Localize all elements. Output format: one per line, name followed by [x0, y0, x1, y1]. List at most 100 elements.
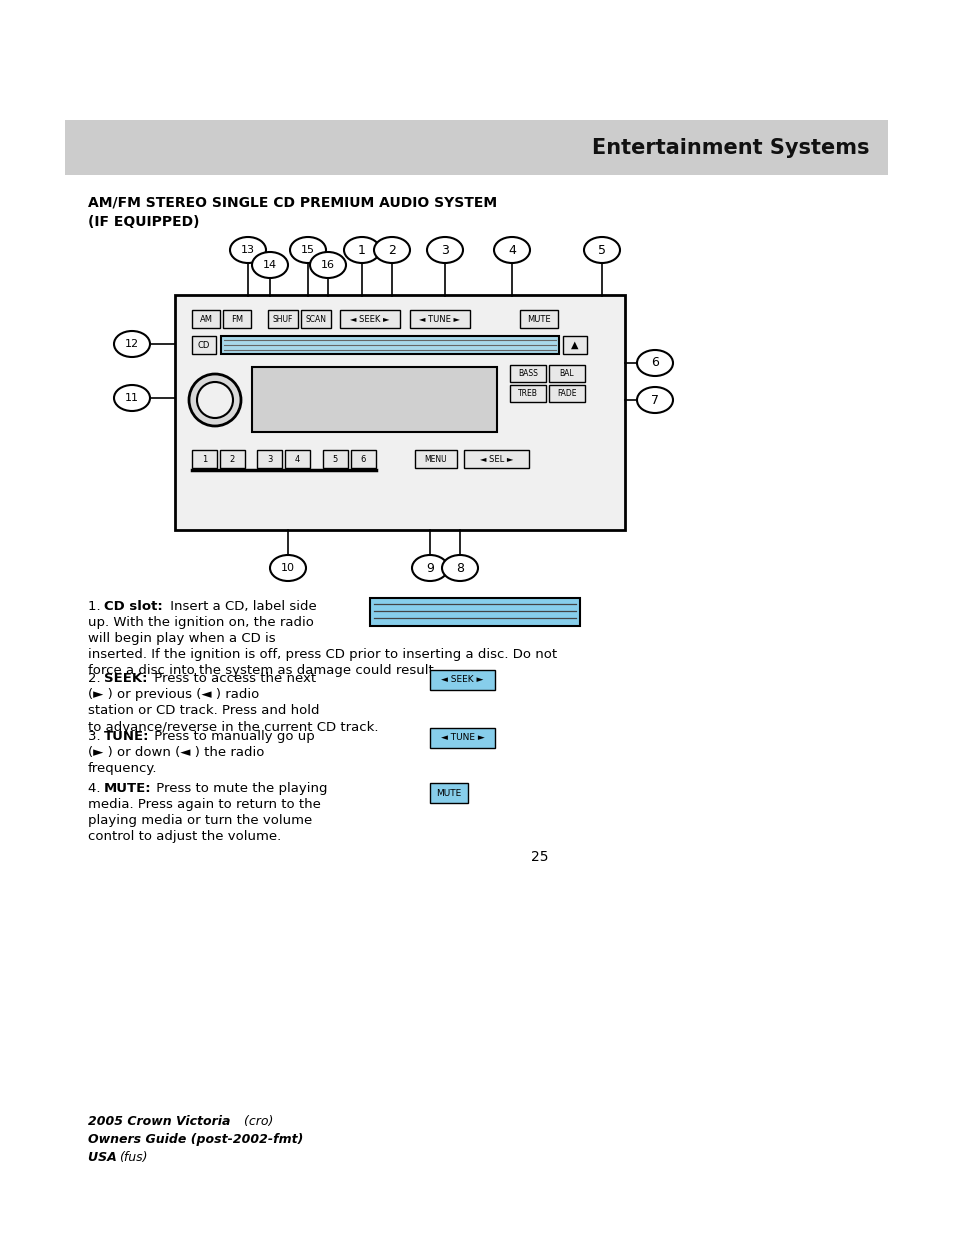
- FancyBboxPatch shape: [510, 385, 545, 403]
- Text: Insert a CD, label side: Insert a CD, label side: [166, 600, 316, 613]
- FancyBboxPatch shape: [268, 310, 297, 329]
- Text: 13: 13: [241, 245, 254, 254]
- FancyBboxPatch shape: [174, 295, 624, 530]
- Text: 6: 6: [360, 454, 366, 463]
- Text: SCAN: SCAN: [305, 315, 326, 324]
- Text: ▲: ▲: [571, 340, 578, 350]
- Text: 5: 5: [598, 243, 605, 257]
- FancyBboxPatch shape: [339, 310, 399, 329]
- Text: (► ) or down (◄ ) the radio: (► ) or down (◄ ) the radio: [88, 746, 264, 760]
- Text: 1: 1: [357, 243, 366, 257]
- FancyBboxPatch shape: [192, 310, 220, 329]
- Text: 3: 3: [267, 454, 272, 463]
- Text: to advance/reverse in the current CD track.: to advance/reverse in the current CD tra…: [88, 720, 378, 734]
- FancyBboxPatch shape: [548, 366, 584, 382]
- Text: BASS: BASS: [517, 369, 537, 378]
- Text: 7: 7: [650, 394, 659, 406]
- FancyBboxPatch shape: [430, 783, 468, 803]
- Text: 2.: 2.: [88, 672, 105, 685]
- Text: 4: 4: [294, 454, 300, 463]
- Text: Owners Guide (post-2002-fmt): Owners Guide (post-2002-fmt): [88, 1132, 303, 1146]
- Text: 4.: 4.: [88, 782, 105, 795]
- FancyBboxPatch shape: [510, 366, 545, 382]
- Text: will begin play when a CD is: will begin play when a CD is: [88, 632, 275, 645]
- Text: SHUF: SHUF: [273, 315, 293, 324]
- FancyBboxPatch shape: [430, 671, 495, 690]
- Text: TUNE:: TUNE:: [104, 730, 150, 743]
- Text: media. Press again to return to the: media. Press again to return to the: [88, 798, 320, 811]
- Text: Entertainment Systems: Entertainment Systems: [592, 137, 869, 158]
- Text: 4: 4: [508, 243, 516, 257]
- Text: 14: 14: [263, 261, 276, 270]
- FancyBboxPatch shape: [301, 310, 331, 329]
- Text: ◄ TUNE ►: ◄ TUNE ►: [440, 734, 484, 742]
- Text: frequency.: frequency.: [88, 762, 157, 776]
- Text: 6: 6: [650, 357, 659, 369]
- Text: up. With the ignition on, the radio: up. With the ignition on, the radio: [88, 616, 314, 629]
- Text: Press to manually go up: Press to manually go up: [150, 730, 314, 743]
- Ellipse shape: [637, 350, 672, 375]
- Text: ◄ SEEK ►: ◄ SEEK ►: [441, 676, 483, 684]
- Text: 16: 16: [320, 261, 335, 270]
- Ellipse shape: [583, 237, 619, 263]
- FancyBboxPatch shape: [285, 450, 310, 468]
- Text: AM/FM STEREO SINGLE CD PREMIUM AUDIO SYSTEM: AM/FM STEREO SINGLE CD PREMIUM AUDIO SYS…: [88, 195, 497, 209]
- Text: MUTE: MUTE: [527, 315, 550, 324]
- Text: 15: 15: [301, 245, 314, 254]
- Text: force a disc into the system as damage could result.: force a disc into the system as damage c…: [88, 664, 437, 677]
- Ellipse shape: [310, 252, 346, 278]
- Ellipse shape: [374, 237, 410, 263]
- FancyBboxPatch shape: [323, 450, 348, 468]
- Ellipse shape: [113, 385, 150, 411]
- Text: SEEK:: SEEK:: [104, 672, 148, 685]
- Text: inserted. If the ignition is off, press CD prior to inserting a disc. Do not: inserted. If the ignition is off, press …: [88, 648, 557, 661]
- FancyBboxPatch shape: [562, 336, 586, 354]
- Text: CD: CD: [197, 341, 210, 350]
- FancyBboxPatch shape: [192, 336, 215, 354]
- FancyBboxPatch shape: [223, 310, 251, 329]
- Text: Press to access the next: Press to access the next: [150, 672, 315, 685]
- Text: ◄ TUNE ►: ◄ TUNE ►: [419, 315, 460, 324]
- Ellipse shape: [113, 331, 150, 357]
- Text: 2005 Crown Victoria: 2005 Crown Victoria: [88, 1115, 230, 1128]
- Ellipse shape: [344, 237, 379, 263]
- Ellipse shape: [270, 555, 306, 580]
- Text: TREB: TREB: [517, 389, 537, 398]
- Text: FM: FM: [231, 315, 243, 324]
- Text: 3.: 3.: [88, 730, 105, 743]
- Text: 25: 25: [531, 850, 548, 864]
- FancyBboxPatch shape: [415, 450, 456, 468]
- Ellipse shape: [230, 237, 266, 263]
- Circle shape: [189, 374, 241, 426]
- Text: ◄ SEL ►: ◄ SEL ►: [479, 454, 513, 463]
- Text: 12: 12: [125, 338, 139, 350]
- Text: FADE: FADE: [557, 389, 577, 398]
- Text: (► ) or previous (◄ ) radio: (► ) or previous (◄ ) radio: [88, 688, 259, 701]
- Text: ◄ SEEK ►: ◄ SEEK ►: [350, 315, 390, 324]
- FancyBboxPatch shape: [410, 310, 470, 329]
- Text: USA: USA: [88, 1151, 121, 1165]
- Ellipse shape: [252, 252, 288, 278]
- Text: CD slot:: CD slot:: [104, 600, 163, 613]
- Text: 10: 10: [281, 563, 294, 573]
- Text: 2: 2: [230, 454, 234, 463]
- Text: station or CD track. Press and hold: station or CD track. Press and hold: [88, 704, 319, 718]
- Text: AM: AM: [199, 315, 213, 324]
- FancyBboxPatch shape: [548, 385, 584, 403]
- Text: (IF EQUIPPED): (IF EQUIPPED): [88, 215, 199, 228]
- FancyBboxPatch shape: [463, 450, 529, 468]
- Text: control to adjust the volume.: control to adjust the volume.: [88, 830, 281, 844]
- Ellipse shape: [494, 237, 530, 263]
- FancyBboxPatch shape: [220, 450, 245, 468]
- FancyBboxPatch shape: [519, 310, 558, 329]
- FancyBboxPatch shape: [430, 727, 495, 748]
- Text: (fus): (fus): [119, 1151, 148, 1165]
- Ellipse shape: [290, 237, 326, 263]
- Text: MENU: MENU: [424, 454, 447, 463]
- FancyBboxPatch shape: [65, 120, 887, 175]
- Ellipse shape: [427, 237, 462, 263]
- Ellipse shape: [412, 555, 448, 580]
- FancyBboxPatch shape: [351, 450, 375, 468]
- Text: MUTE:: MUTE:: [104, 782, 152, 795]
- FancyBboxPatch shape: [192, 450, 216, 468]
